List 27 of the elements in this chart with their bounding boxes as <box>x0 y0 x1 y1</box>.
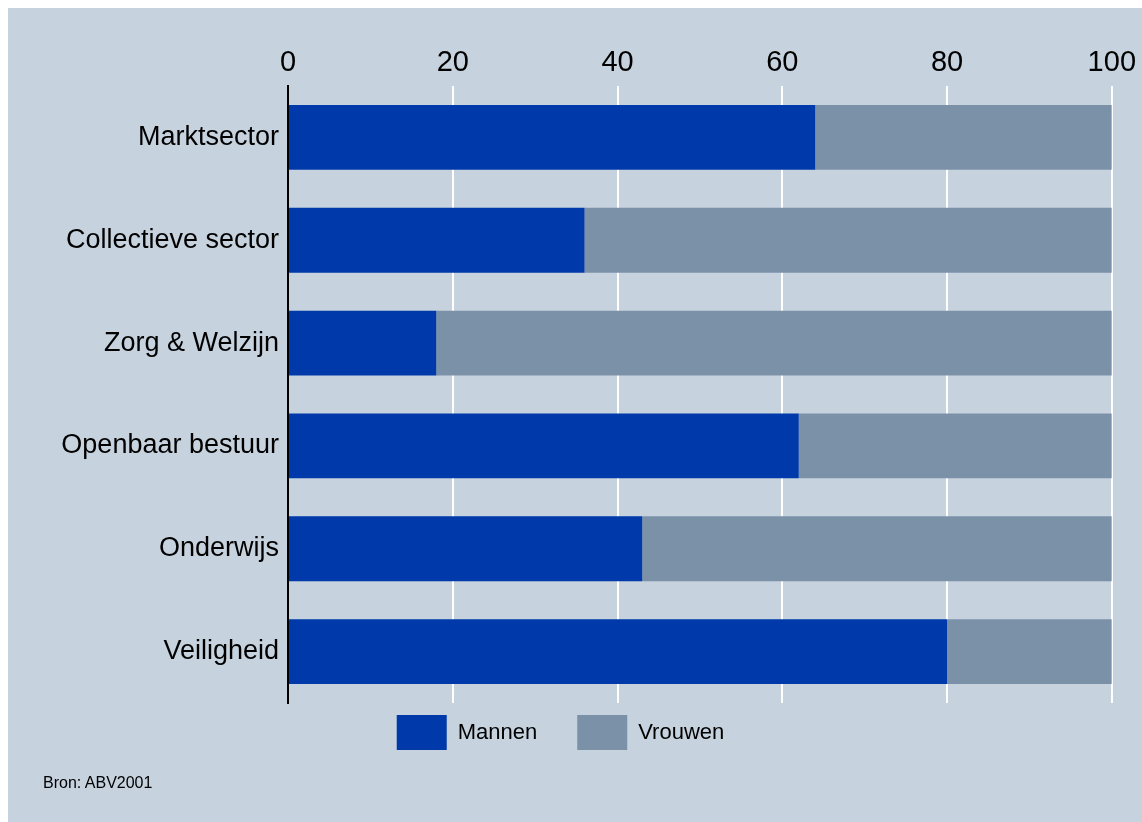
y-tick-label: Marktsector <box>137 120 279 151</box>
legend-label: Vrouwen <box>638 718 725 744</box>
bar <box>584 207 1112 273</box>
x-tick-label: 60 <box>766 44 799 77</box>
legend-label: Mannen <box>457 718 538 744</box>
y-tick-label: Onderwijs <box>158 532 279 563</box>
y-tick-label: Veiligheid <box>163 635 279 666</box>
x-tick-label: 20 <box>436 44 469 77</box>
x-tick-label: 80 <box>930 44 964 77</box>
x-tick-label: 0 <box>279 44 297 77</box>
y-tick-label: Openbaar bestuur <box>61 429 279 460</box>
bar <box>815 105 1112 170</box>
bar <box>289 516 643 582</box>
text: Bron: ABV2001 <box>43 774 153 792</box>
bar <box>289 619 948 684</box>
bar <box>436 310 1112 376</box>
bar <box>289 413 799 479</box>
bar <box>289 105 816 170</box>
bar <box>289 207 585 273</box>
x-tick-label: 40 <box>601 44 634 77</box>
y-tick-label: Zorg & Welzijn <box>103 326 279 357</box>
x-tick-label: 100 <box>1087 44 1136 77</box>
bar <box>798 413 1112 479</box>
bar <box>642 516 1112 582</box>
bar <box>947 619 1112 684</box>
y-tick-label: Collectieve sector <box>65 223 279 254</box>
bar <box>289 310 437 376</box>
